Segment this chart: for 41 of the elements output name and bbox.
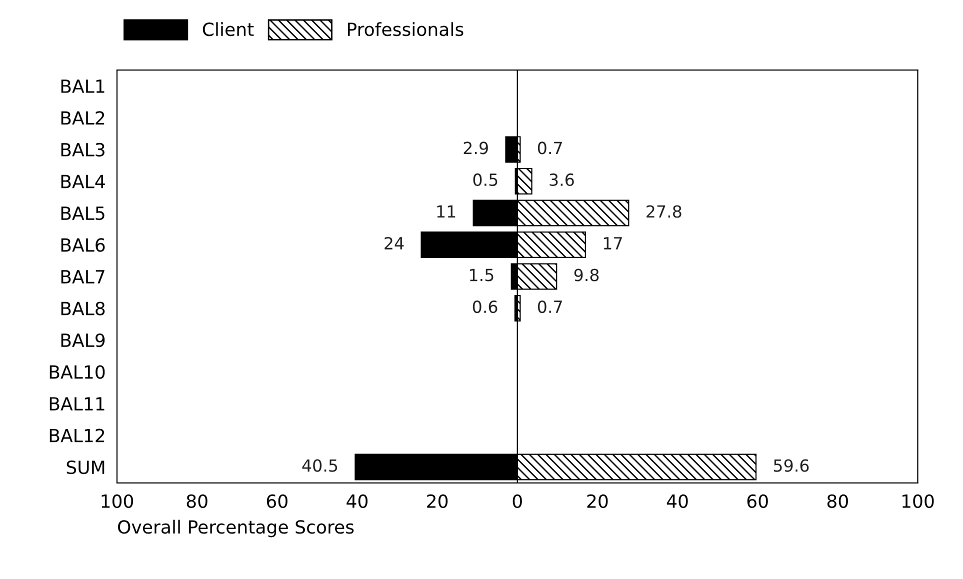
x-tick-label: 20 xyxy=(427,494,448,508)
x-tick-label: 80 xyxy=(827,494,848,508)
y-tick-label: BAL6 xyxy=(61,238,105,252)
x-tick-label: 0 xyxy=(512,494,522,508)
data-label: 17 xyxy=(604,237,622,250)
x-tick-label: 100 xyxy=(902,494,934,508)
x-tick-label: 40 xyxy=(346,494,368,508)
legend-label: Client xyxy=(202,22,254,36)
x-tick-label: 100 xyxy=(102,494,134,508)
data-label: 3.6 xyxy=(550,173,574,186)
y-tick-label: BAL3 xyxy=(61,142,104,157)
y-tick-label: BAL11 xyxy=(50,397,104,410)
x-tick-label: 60 xyxy=(747,494,768,508)
y-tick-label: BAL5 xyxy=(61,206,104,220)
data-label: 24 xyxy=(384,236,404,250)
x-tick-label: 40 xyxy=(666,494,688,508)
y-tick-label: SUM xyxy=(66,460,104,474)
y-tick-label: BAL4 xyxy=(61,174,105,188)
y-tick-label: BAL10 xyxy=(50,365,105,379)
data-label: 1.5 xyxy=(470,268,494,282)
y-tick-label: BAL1 xyxy=(61,80,104,93)
y-tick-label: BAL7 xyxy=(61,270,104,284)
data-label: 0.7 xyxy=(538,142,562,154)
data-label: 0.7 xyxy=(538,300,562,314)
data-label: 40.5 xyxy=(302,459,338,472)
data-label: 0.5 xyxy=(473,173,498,186)
data-label: 11 xyxy=(437,205,456,218)
x-tick-label: 80 xyxy=(186,494,208,508)
data-label: 27.8 xyxy=(646,205,682,218)
y-tick-label: BAL9 xyxy=(61,333,105,348)
y-tick-label: BAL12 xyxy=(50,428,104,442)
x-axis-title: Overall Percentage Scores xyxy=(118,520,354,538)
y-tick-label: BAL2 xyxy=(61,111,104,125)
data-label: 9.8 xyxy=(574,268,599,282)
x-tick-label: 60 xyxy=(266,494,288,508)
legend-label: Professionals xyxy=(348,22,464,36)
data-label: 2.9 xyxy=(464,142,488,154)
data-label: 59.6 xyxy=(774,459,809,472)
y-tick-label: BAL8 xyxy=(61,302,105,316)
data-label: 0.6 xyxy=(472,300,498,314)
x-tick-label: 20 xyxy=(587,494,608,508)
